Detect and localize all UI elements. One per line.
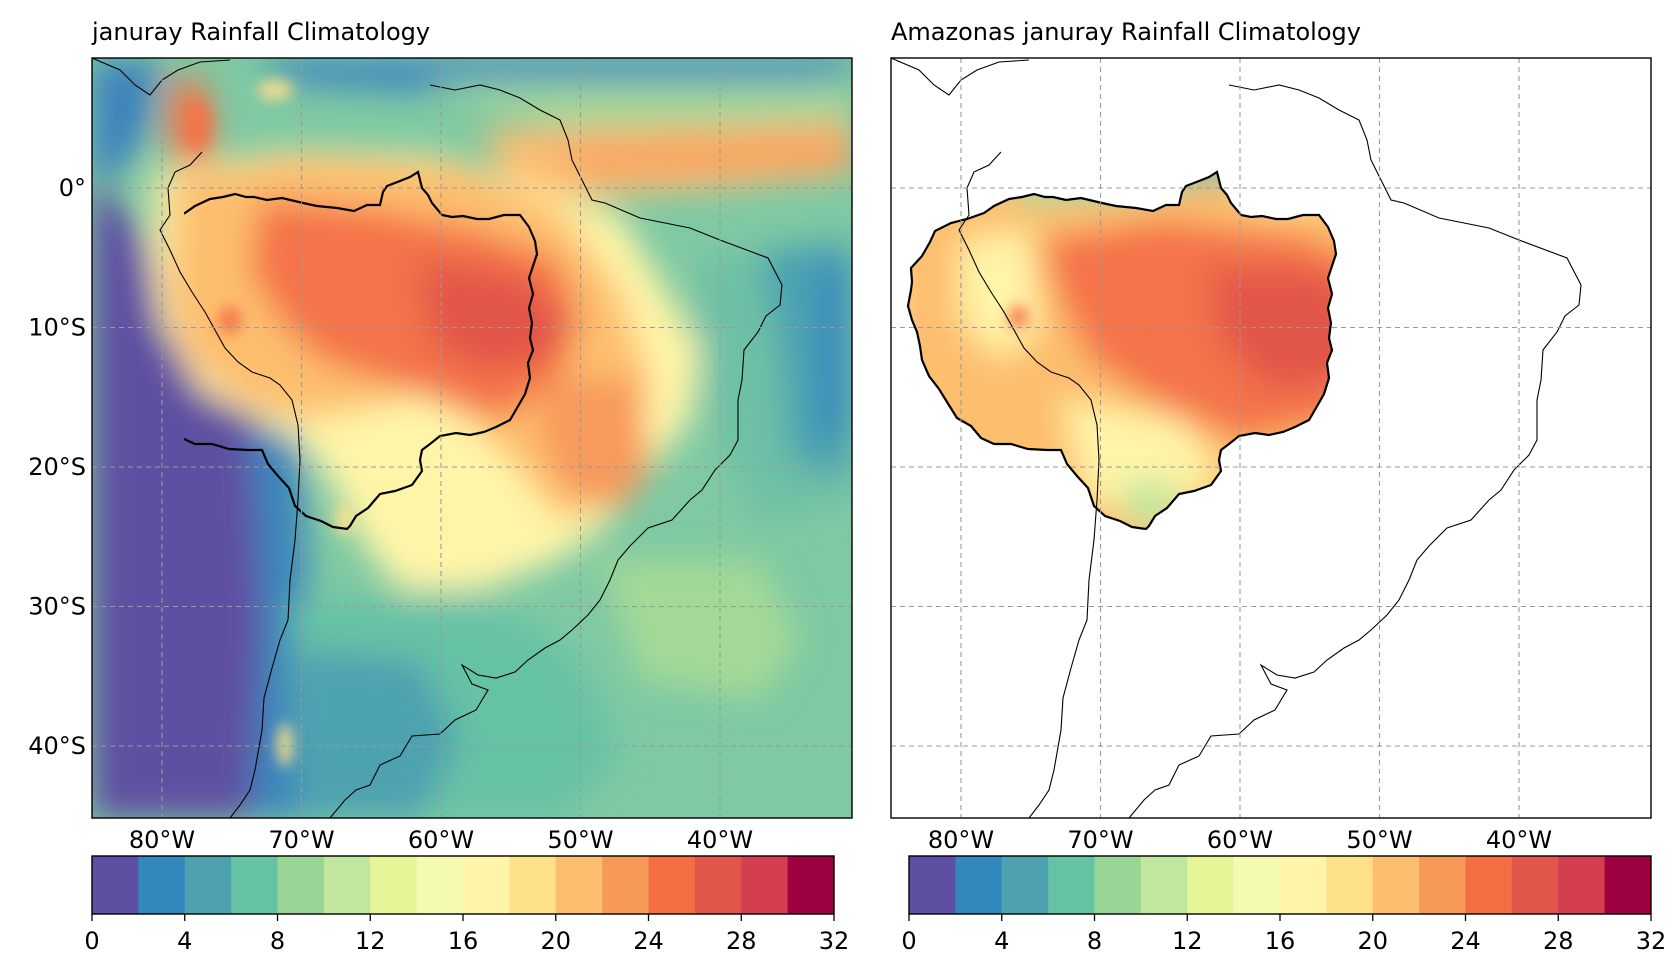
colorbar-segment xyxy=(555,856,603,914)
x-tick-label: 40°W xyxy=(1486,826,1552,854)
colorbar-segment xyxy=(323,856,371,914)
colorbar-segment xyxy=(1187,856,1235,914)
colorbar-segment xyxy=(509,856,557,914)
map-frame xyxy=(890,57,1652,819)
coastline xyxy=(891,58,1582,818)
colorbar-tick-label: 32 xyxy=(819,927,850,955)
panel-amazonas-map: 80°W 70°W 60°W 50°W 40°W Amazonas januray Ra… xyxy=(890,18,1652,854)
y-tick-label: 0° xyxy=(59,174,86,202)
colorbar-segment xyxy=(955,856,1003,914)
colorbar-left: 0 4 8 12 16 20 24 28 32 xyxy=(84,855,850,955)
colorbar-tick-label: 16 xyxy=(448,927,479,955)
colorbar-segment xyxy=(694,856,742,914)
gridlines xyxy=(92,58,852,818)
x-tick-label: 60°W xyxy=(408,826,474,854)
colorbar-segment xyxy=(1094,856,1142,914)
colorbar-segment xyxy=(1326,856,1374,914)
colorbar-segment xyxy=(787,856,835,914)
panel-title: Amazonas januray Rainfall Climatology xyxy=(891,18,1361,46)
colorbar-segment xyxy=(602,856,649,914)
x-axis-ticks: 80°W 70°W 60°W 50°W 40°W xyxy=(928,826,1552,854)
colorbar-segment xyxy=(909,856,956,914)
y-tick-label: 40°S xyxy=(28,732,86,760)
colorbar-segment xyxy=(1048,856,1095,914)
colorbar-segment xyxy=(231,856,278,914)
x-tick-label: 80°W xyxy=(928,826,994,854)
x-tick-label: 80°W xyxy=(129,826,195,854)
y-axis-ticks: 0° 10°S 20°S 30°S 40°S xyxy=(28,174,86,760)
colorbar-segment xyxy=(370,856,418,914)
colorbar-segment xyxy=(1372,856,1420,914)
colorbar-segment xyxy=(648,856,696,914)
colorbar-tick-label: 4 xyxy=(177,927,192,955)
x-tick-label: 60°W xyxy=(1207,826,1273,854)
colorbar-tick-label: 20 xyxy=(540,927,571,955)
colorbar-tick-label: 12 xyxy=(355,927,386,955)
x-tick-label: 50°W xyxy=(1346,826,1412,854)
gridlines xyxy=(891,58,1651,818)
panel-full-map: 80°W 70°W 60°W 50°W 40°W 0°10°S20°S30°S40°S … xyxy=(28,18,853,854)
colorbar-tick-label: 0 xyxy=(84,927,99,955)
colorbar-tick-label: 8 xyxy=(270,927,285,955)
colorbar-segment xyxy=(1233,856,1281,914)
coastline xyxy=(92,58,783,818)
colorbar-segment xyxy=(277,856,325,914)
colorbar-tick-label: 32 xyxy=(1636,927,1667,955)
colorbar-segment xyxy=(1001,856,1049,914)
colorbar-tick-label: 24 xyxy=(633,927,664,955)
colorbar-segment xyxy=(416,856,464,914)
y-tick-label: 10°S xyxy=(28,314,86,342)
colorbar-tick-label: 12 xyxy=(1172,927,1203,955)
colorbar-right: 0 4 8 12 16 20 24 28 32 xyxy=(901,855,1667,955)
colorbar-segment xyxy=(1280,856,1327,914)
map-frame xyxy=(91,57,853,819)
colorbar-segment xyxy=(1604,856,1652,914)
colorbar-segment xyxy=(1465,856,1513,914)
x-axis-ticks: 80°W 70°W 60°W 50°W 40°W xyxy=(129,826,753,854)
colorbar-tick-label: 8 xyxy=(1087,927,1102,955)
colorbar-tick-label: 28 xyxy=(1543,927,1574,955)
colorbar-segment xyxy=(184,856,232,914)
colorbar-segment xyxy=(1419,856,1466,914)
colorbar-segment xyxy=(463,856,510,914)
colorbar-segment xyxy=(92,856,139,914)
colorbar-tick-label: 20 xyxy=(1357,927,1388,955)
colorbar-tick-label: 24 xyxy=(1450,927,1481,955)
colorbar-segment xyxy=(1511,856,1559,914)
colorbar-segment xyxy=(741,856,789,914)
colorbar-tick-label: 16 xyxy=(1265,927,1296,955)
y-tick-label: 20°S xyxy=(28,453,86,481)
y-tick-label: 30°S xyxy=(28,593,86,621)
panel-title: januray Rainfall Climatology xyxy=(91,18,430,46)
x-tick-label: 50°W xyxy=(547,826,613,854)
colorbar-segment xyxy=(1558,856,1606,914)
colorbar-segment xyxy=(1140,856,1188,914)
x-tick-label: 70°W xyxy=(268,826,334,854)
x-tick-label: 40°W xyxy=(687,826,753,854)
colorbar-segment xyxy=(138,856,186,914)
colorbar-tick-label: 0 xyxy=(901,927,916,955)
colorbar-tick-label: 28 xyxy=(726,927,757,955)
colorbar-tick-label: 4 xyxy=(994,927,1009,955)
rainfall-field xyxy=(92,58,852,818)
x-tick-label: 70°W xyxy=(1067,826,1133,854)
